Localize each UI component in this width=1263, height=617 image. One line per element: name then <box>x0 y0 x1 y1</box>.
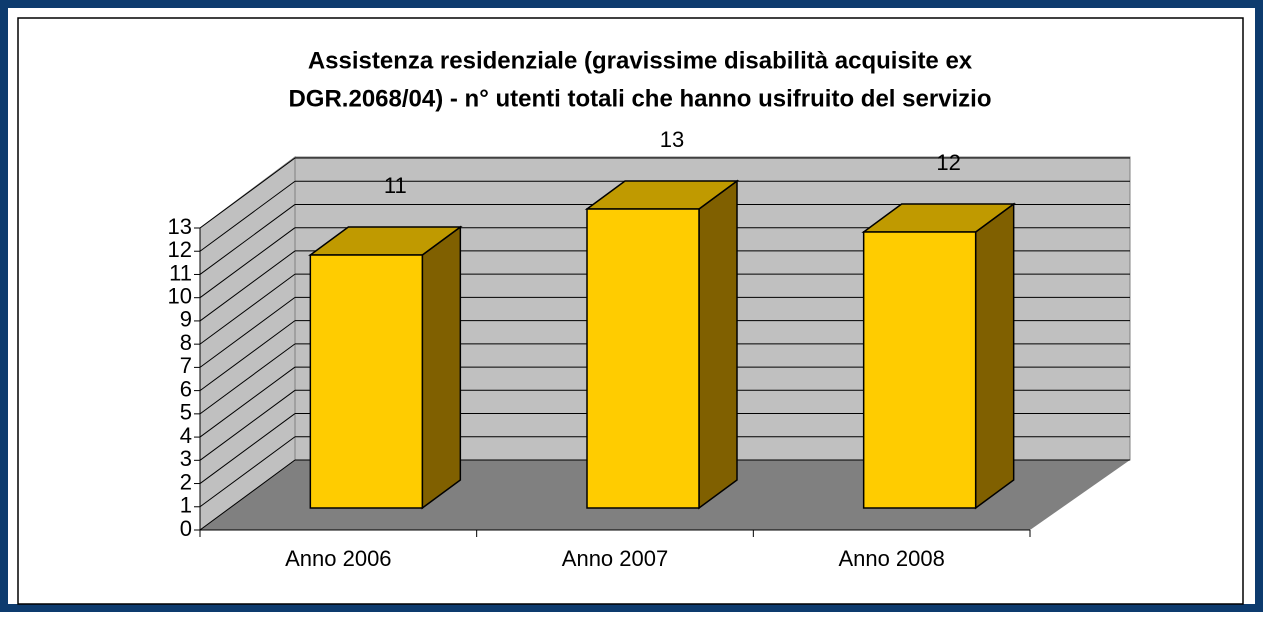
bar-side <box>974 202 1015 510</box>
grid-line <box>199 180 296 252</box>
grid-line <box>199 227 296 299</box>
grid-line <box>199 320 296 392</box>
grid-line <box>199 343 296 415</box>
grid-line <box>199 273 296 345</box>
bar <box>862 231 977 509</box>
bar-side <box>421 225 462 510</box>
grid-line <box>199 250 296 322</box>
data-label: 13 <box>660 127 684 152</box>
bar <box>586 208 700 509</box>
data-label: 11 <box>384 173 407 198</box>
y-tick-label: 11 <box>169 260 192 285</box>
grid-line <box>199 157 296 229</box>
chart-title: Assistenza residenziale (gravissime disa… <box>308 47 973 74</box>
y-tick-label: 5 <box>180 400 192 425</box>
grid-line <box>199 413 296 484</box>
y-tick-label: 6 <box>180 376 192 401</box>
x-tick-label: Anno 2007 <box>562 546 668 571</box>
y-tick-label: 1 <box>180 493 192 518</box>
bar <box>309 254 424 509</box>
y-tick-label: 4 <box>180 423 192 448</box>
data-label: 12 <box>936 150 960 175</box>
grid-line <box>199 366 296 438</box>
grid-line <box>199 296 296 368</box>
y-tick-label: 9 <box>180 307 192 332</box>
y-tick-label: 0 <box>180 516 192 541</box>
grid-line <box>199 459 296 531</box>
x-tick-label: Anno 2008 <box>838 546 944 571</box>
y-tick-label: 12 <box>168 237 192 262</box>
y-tick-label: 2 <box>180 469 192 494</box>
chart-title: DGR.2068/04) - n° utenti totali che hann… <box>288 85 991 112</box>
x-tick-label: Anno 2006 <box>285 546 391 571</box>
bar-side <box>698 179 738 510</box>
y-tick-label: 7 <box>180 353 192 378</box>
y-tick-label: 8 <box>180 330 192 355</box>
y-tick-label: 10 <box>168 284 192 309</box>
grid-line <box>199 389 296 461</box>
grid-line <box>199 204 296 275</box>
y-tick-label: 13 <box>168 214 192 239</box>
y-tick-label: 3 <box>180 446 192 471</box>
grid-line <box>199 436 296 508</box>
